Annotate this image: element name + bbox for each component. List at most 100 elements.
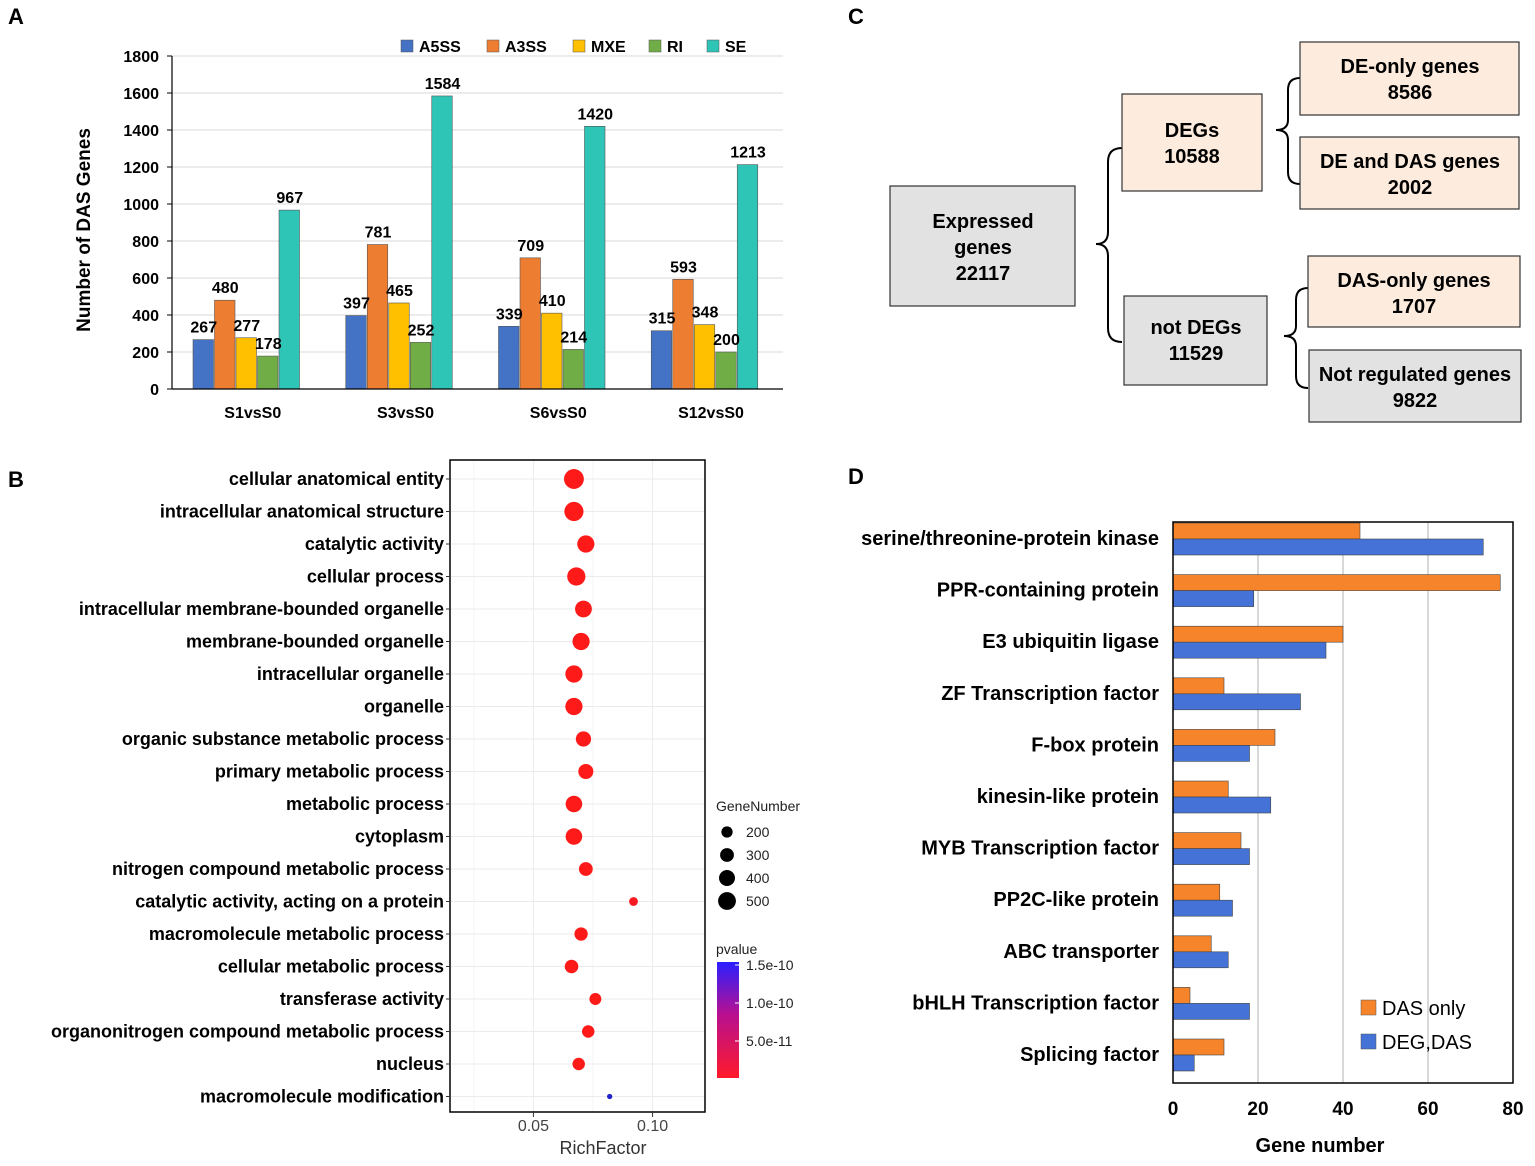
chart-b-colorbar-label: 1.0e-10 [746,995,794,1011]
chart-d-bar [1172,883,1221,901]
chart-b-point [565,828,583,845]
chart-b-point [572,632,590,651]
chart-d-legend-label: DEG,DAS [1382,1032,1472,1054]
chart-b-point [565,697,583,716]
chart-d-bar [1172,951,1229,969]
chart-b-term-label: catalytic activity, acting on a protein [135,892,444,912]
chart-b-point [565,795,583,813]
box-degs: DEGs 10588 [1121,93,1263,192]
chart-b-point [564,959,579,974]
chart-a-y-tick-label: 1000 [123,197,159,214]
chart-a-legend-swatch [572,39,586,53]
not-regulated-value: 9822 [1393,390,1438,412]
chart-a-y-tick-label: 600 [132,271,159,288]
chart-a-bar [584,126,606,390]
chart-b-size-legend-label: 300 [746,847,770,863]
chart-d-x-tick-label: 20 [1247,1099,1268,1120]
das-only-label: DAS-only genes [1337,270,1490,292]
chart-a-bar [235,337,257,390]
gene-family-bar-chart: serine/threonine-protein kinase PPR-conta… [861,521,1524,1157]
chart-b-term-label: macromolecule modification [200,1087,444,1107]
chart-d-bar [1172,522,1361,540]
chart-b-size-legend-label: 400 [746,870,770,886]
chart-a-bar [388,302,410,390]
chart-b-point [629,897,638,906]
chart-b-term-label: transferase activity [280,989,444,1009]
chart-d-bar [1172,677,1225,695]
chart-a-bar [519,257,541,390]
chart-d-x-tick-label: 40 [1332,1099,1353,1120]
chart-b-term-label: intracellular organelle [257,664,444,684]
chart-b-x-tick-label: 0.10 [637,1118,668,1135]
chart-d-legend-swatch [1360,999,1377,1016]
chart-a-data-label: 410 [539,293,566,310]
chart-d-category-label: Splicing factor [1020,1044,1159,1066]
not-regulated-label: Not regulated genes [1319,364,1511,386]
chart-a-bar [214,299,236,390]
chart-a-data-label: 277 [233,318,260,335]
go-enrichment-dot-plot: cellular anatomical entity intracellular … [51,459,800,1158]
chart-a-y-tick-label: 800 [132,234,159,251]
chart-b-point [578,763,594,780]
panel-label-d: D [848,464,864,489]
chart-a-data-label: 480 [212,280,239,297]
chart-a-x-tick-label: S12vsS0 [678,405,744,422]
gene-classification-flow: Expressed genes 22117 DEGs 10588 not DEG… [889,41,1522,423]
chart-a-data-label: 339 [496,306,523,323]
chart-b-term-label: nucleus [376,1054,444,1074]
chart-b-term-label: intracellular anatomical structure [160,502,444,522]
chart-d-category-label: PPR-containing protein [937,580,1159,602]
chart-b-x-tick-label: 0.05 [518,1118,549,1135]
chart-a-y-tick-label: 200 [132,345,159,362]
chart-a-bar [431,95,453,390]
box-not-degs: not DEGs 11529 [1123,295,1268,386]
chart-a-data-label: 348 [692,305,719,322]
chart-a-legend-swatch [706,39,720,53]
chart-a-x-tick-label: S1vsS0 [224,405,281,422]
chart-d-category-label: PP2C-like protein [993,889,1159,911]
chart-a-data-label: 267 [190,320,217,337]
chart-a-data-label: 214 [560,329,587,346]
chart-d-bar [1172,729,1276,746]
chart-a-legend-label: A3SS [505,39,547,56]
chart-d-bar [1172,987,1191,1004]
chart-a-legend-swatch [648,39,662,53]
chart-b-term-label: organelle [364,697,444,717]
chart-a-bar [257,355,279,390]
chart-a-legend-label: SE [725,39,747,56]
chart-b-point [567,567,586,586]
de-only-label: DE-only genes [1341,56,1480,78]
chart-b-point [563,469,584,489]
expressed-label-2: genes [954,237,1012,259]
chart-b-term-label: organonitrogen compound metabolic proces… [51,1022,444,1042]
chart-d-bar [1172,780,1229,798]
chart-b-point [574,927,588,941]
chart-d-bar [1172,693,1301,711]
box-not-regulated: Not regulated genes 9822 [1308,349,1522,423]
chart-d-x-tick-label: 60 [1417,1099,1438,1120]
chart-a-data-label: 315 [649,311,676,328]
box-das-only: DAS-only genes 1707 [1307,255,1521,328]
chart-b-point [575,731,592,747]
chart-a-legend-label: RI [667,39,683,56]
chart-b-point [578,862,593,876]
chart-b-point [564,501,584,522]
chart-d-bar [1172,625,1344,643]
chart-a-y-tick-label: 1200 [123,160,159,177]
chart-d-category-label: bHLH Transcription factor [912,992,1159,1014]
chart-a-bar [562,349,584,390]
box-de-and-das: DE and DAS genes 2002 [1299,136,1520,210]
chart-b-plot-frame [449,459,706,1113]
chart-d-category-label: MYB Transcription factor [921,838,1159,860]
chart-b-term-label: nitrogen compound metabolic process [112,859,444,879]
chart-d-bar [1172,574,1501,591]
chart-d-x-tick-label: 80 [1502,1099,1523,1120]
das-only-value: 1707 [1392,296,1437,318]
chart-a-bar [693,324,716,390]
chart-a-bar [366,244,389,390]
chart-d-category-label: ABC transporter [1003,941,1159,963]
chart-b-colorbar [717,962,739,1078]
chart-a-bar [345,315,367,390]
